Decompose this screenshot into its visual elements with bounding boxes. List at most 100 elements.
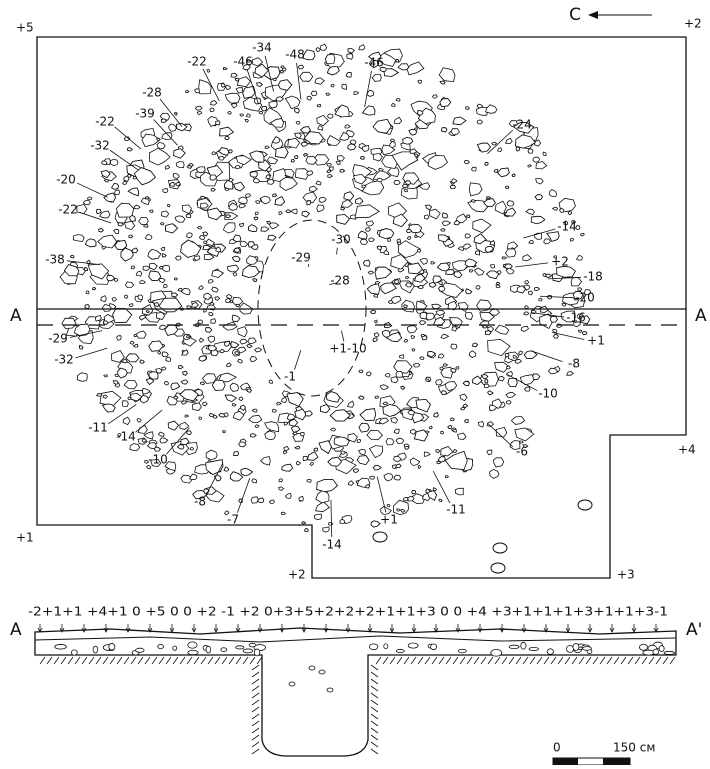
hatch <box>103 657 108 664</box>
stone <box>341 208 345 211</box>
stone <box>348 401 354 407</box>
stone <box>102 161 108 165</box>
section-arrow <box>610 624 614 632</box>
stone <box>392 104 396 107</box>
hatch <box>371 742 378 747</box>
stone <box>126 354 139 362</box>
stone <box>450 185 455 188</box>
stone <box>367 284 379 295</box>
stone <box>310 186 318 192</box>
stone <box>280 177 297 190</box>
stone <box>257 83 263 87</box>
elevation-label: -10 <box>538 387 558 401</box>
stone <box>166 357 171 361</box>
north-label: С <box>569 5 581 25</box>
stone <box>256 201 260 204</box>
stone <box>359 396 364 399</box>
section-arrow <box>412 624 416 632</box>
stone <box>438 457 445 462</box>
hatch <box>481 657 486 664</box>
section-stone <box>491 649 502 656</box>
section-stone <box>431 644 437 650</box>
stone <box>328 522 333 525</box>
stone <box>451 344 457 349</box>
stone <box>245 119 249 122</box>
stone <box>199 417 202 420</box>
stone <box>97 209 102 213</box>
stone <box>446 382 457 391</box>
stone <box>525 281 529 285</box>
stone <box>160 438 168 443</box>
stone <box>498 376 504 381</box>
stone <box>485 380 488 383</box>
stone <box>225 136 229 139</box>
stone <box>116 203 133 217</box>
stone <box>345 125 350 128</box>
hatch <box>194 657 199 664</box>
stone <box>99 228 104 232</box>
elevation-label: -46 <box>364 56 384 70</box>
stone <box>140 360 145 363</box>
stone <box>508 378 517 386</box>
stone <box>327 170 331 173</box>
stone <box>250 151 264 162</box>
stone <box>452 179 457 183</box>
stone <box>295 409 306 420</box>
hatch <box>530 657 535 664</box>
stone <box>337 215 350 225</box>
stone <box>465 420 468 423</box>
stone <box>190 448 193 451</box>
stone <box>279 80 292 91</box>
stone <box>183 371 188 375</box>
stone <box>247 389 251 393</box>
stone <box>401 386 405 389</box>
stone <box>372 74 381 81</box>
stone <box>405 447 409 450</box>
elevation-label: -14 <box>557 220 577 234</box>
corner-elevation: +1 <box>16 531 34 545</box>
hatch <box>558 657 563 664</box>
stone <box>578 500 592 510</box>
section-stone <box>109 643 115 650</box>
stone <box>123 181 127 184</box>
stone <box>302 522 305 524</box>
stone <box>491 563 505 573</box>
stone <box>300 72 313 81</box>
stone <box>506 392 516 397</box>
stone <box>272 409 276 412</box>
stone <box>420 357 424 360</box>
hatch <box>446 657 451 664</box>
stone <box>359 45 365 50</box>
hatch <box>61 657 66 664</box>
section-stone <box>369 644 378 650</box>
elevation-label: -11 <box>446 503 466 517</box>
stone <box>424 215 429 219</box>
stone <box>249 415 262 422</box>
section-arrow <box>126 624 130 632</box>
hatch <box>649 657 654 664</box>
stone <box>239 223 243 227</box>
stone <box>130 341 134 344</box>
stone <box>359 449 366 454</box>
stone <box>233 273 237 276</box>
section-stone <box>547 649 553 655</box>
stone <box>469 270 473 273</box>
stone <box>496 427 507 437</box>
stone <box>399 355 403 359</box>
stone <box>144 225 148 228</box>
stone <box>550 317 557 323</box>
stone <box>234 451 239 455</box>
scale-bar-segment <box>603 758 630 765</box>
stone <box>240 339 247 344</box>
stone <box>212 380 225 390</box>
stone <box>526 209 534 214</box>
elevation-label: -28 <box>142 86 162 100</box>
stone <box>354 92 359 95</box>
hatch <box>208 657 213 664</box>
stone <box>310 462 314 465</box>
hatch <box>390 657 395 664</box>
stone <box>174 149 186 159</box>
stone <box>200 382 204 385</box>
hatch <box>250 657 255 664</box>
stone <box>408 496 414 501</box>
